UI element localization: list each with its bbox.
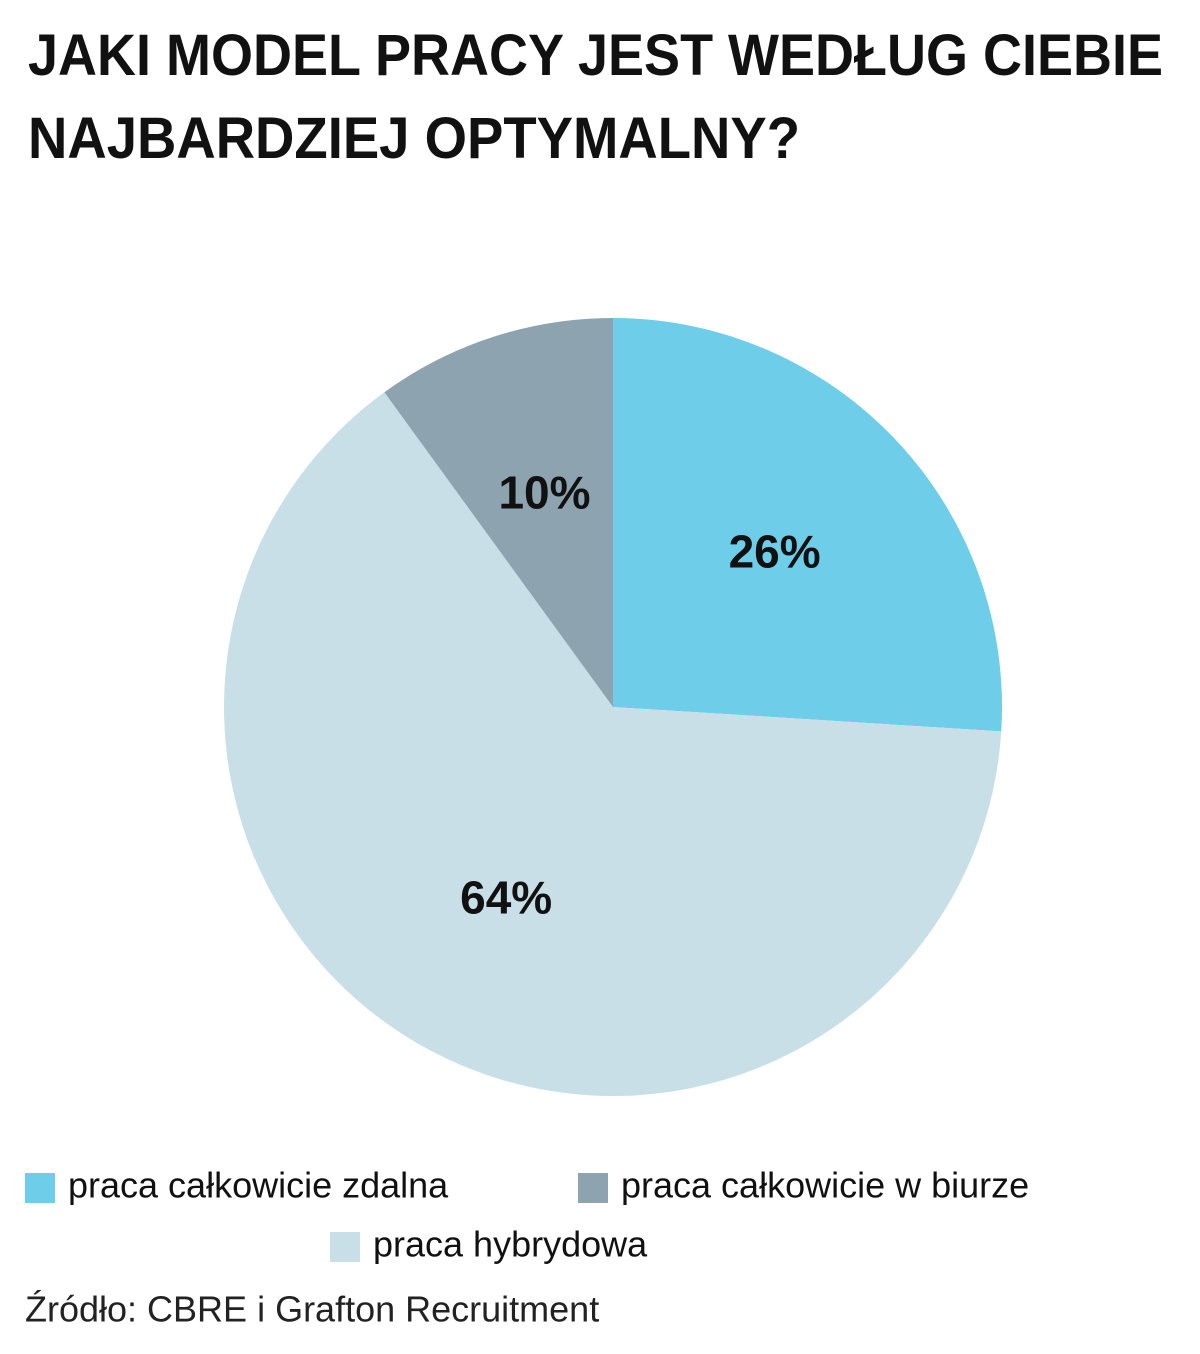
chart-title: JAKI MODEL PRACY JEST WEDŁUG CIEBIE	[28, 23, 1163, 88]
legend-label: praca całkowicie w biurze	[621, 1165, 1029, 1206]
legend-label: praca hybrydowa	[373, 1224, 648, 1265]
chart-title: NAJBARDZIEJ OPTYMALNY?	[28, 106, 800, 171]
pie-slice	[613, 318, 1002, 732]
legend-swatch	[330, 1232, 360, 1262]
legend-swatch	[578, 1173, 608, 1203]
source: Źródło: CBRE i Grafton Recruitment	[25, 1289, 599, 1330]
legend-swatch	[25, 1173, 55, 1203]
pie-slice	[224, 392, 1002, 1097]
value-label: 64%	[460, 871, 552, 923]
legend-label: praca całkowicie zdalna	[68, 1165, 449, 1206]
value-label: 26%	[729, 525, 821, 577]
pie-slice	[384, 318, 613, 707]
value-label: 10%	[498, 466, 590, 518]
